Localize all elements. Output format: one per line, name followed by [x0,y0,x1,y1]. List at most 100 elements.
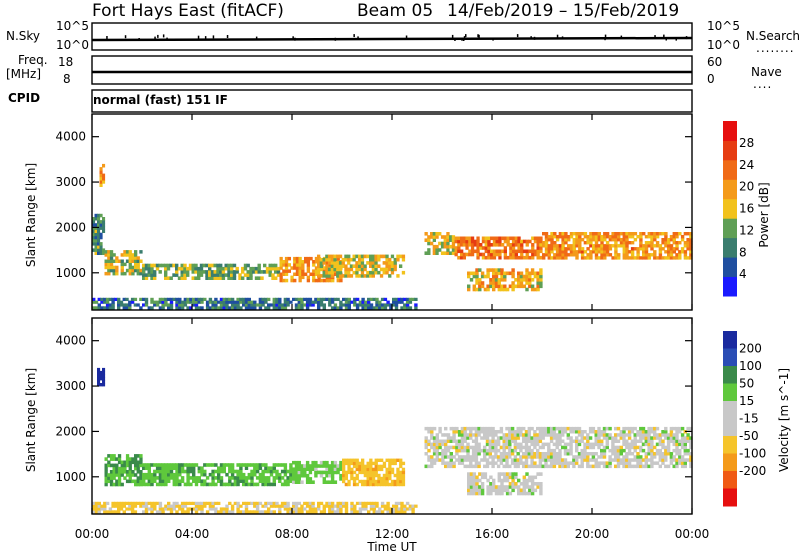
heatmap-cell [228,463,232,467]
heatmap-cell [602,436,607,440]
heatmap-cell [278,479,282,483]
heatmap-cell [188,263,193,268]
heatmap-cell [328,473,332,478]
heatmap-cell [454,249,458,254]
heatmap-cell [228,469,232,474]
heatmap-cell [353,303,357,307]
heatmap-cell [225,303,229,307]
heatmap-cell [117,507,121,511]
heatmap-cell [275,306,279,310]
heatmap-cell [189,469,193,474]
heatmap-cell [524,455,529,459]
heatmap-cell [513,455,518,459]
heatmap-cell [580,430,584,434]
heatmap-cell [99,226,103,230]
heatmap-cell [360,270,365,275]
heatmap-cell [666,439,671,443]
heatmap-cell [136,470,140,474]
heatmap-cell [189,463,193,467]
heatmap-cell [669,244,674,248]
heatmap-cell [467,271,471,276]
heatmap-cell [303,501,307,505]
heatmap-cell [650,244,654,248]
heatmap-cell [506,243,510,247]
heatmap-cell [524,445,529,450]
heatmap-cell [380,464,384,469]
heatmap-cell [289,463,293,467]
heatmap-cell [460,255,464,260]
heatmap-cell [536,442,540,447]
heatmap-cell [311,507,315,511]
heatmap-cell [290,278,294,283]
heatmap-cell [519,455,523,459]
heatmap-cell [208,482,213,487]
heatmap-cell [97,367,101,372]
heatmap-cell [524,433,529,437]
nave-tick-top: 60 [707,55,722,69]
heatmap-cell [278,510,282,514]
heatmap-cell [353,504,357,508]
heatmap-cell [142,270,146,274]
heatmap-cell [435,442,439,447]
heatmap-cell [594,253,599,257]
heatmap-cell [314,260,319,264]
heatmap-cell [274,270,278,274]
heatmap-cell [255,476,260,480]
heatmap-cell [530,271,535,276]
heatmap-cell [130,297,135,301]
heatmap-cell [555,253,560,257]
heatmap-cell [503,488,507,493]
heatmap-cell [500,478,504,483]
heatmap-cell [142,273,146,277]
heatmap-cell [669,256,674,260]
heatmap-cell [452,426,456,431]
heatmap-cell [247,482,251,487]
heatmap-cell [236,504,240,508]
power-colorbar-segment [723,198,737,219]
heatmap-cell [308,501,313,505]
heatmap-cell [588,430,593,434]
heatmap-cell [669,439,674,443]
heatmap-cell [505,271,510,276]
heatmap-cell [249,270,253,274]
heatmap-cell [494,461,498,465]
heatmap-cell [250,472,254,477]
heatmap-cell [569,247,574,251]
heatmap-cell [614,452,618,456]
heatmap-cell [330,470,335,475]
heatmap-cell [469,445,473,450]
heatmap-cell [205,463,210,467]
heatmap-cell [358,300,363,304]
heatmap-cell [522,426,526,431]
heatmap-cell [471,464,476,469]
heatmap-cell [144,266,149,271]
heatmap-cell [492,268,496,272]
heatmap-cell [236,479,240,483]
heatmap-cell [497,485,501,489]
heatmap-cell [239,466,243,470]
heatmap-cell [542,244,546,248]
heatmap-cell [352,482,357,487]
heatmap-cell [475,278,479,282]
heatmap-cell [336,470,340,475]
heatmap-cell [586,439,590,443]
heatmap-cell [553,247,557,251]
heatmap-cell [134,482,138,487]
heatmap-cell [527,426,531,431]
heatmap-cell [125,470,130,474]
heatmap-cell [366,254,370,259]
heatmap-cell [389,510,393,514]
heatmap-cell [125,473,130,477]
heatmap-cell [305,460,310,465]
heatmap-cell [488,433,492,437]
heatmap-cell [446,241,450,246]
heatmap-cell [539,239,543,244]
heatmap-cell [94,306,99,310]
heatmap-cell [191,270,195,274]
heatmap-cell [625,442,629,447]
heatmap-cell [102,176,106,181]
heatmap-cell [500,472,504,476]
heatmap-cell [680,247,685,251]
heatmap-cell [642,253,646,257]
heatmap-cell [275,476,279,480]
